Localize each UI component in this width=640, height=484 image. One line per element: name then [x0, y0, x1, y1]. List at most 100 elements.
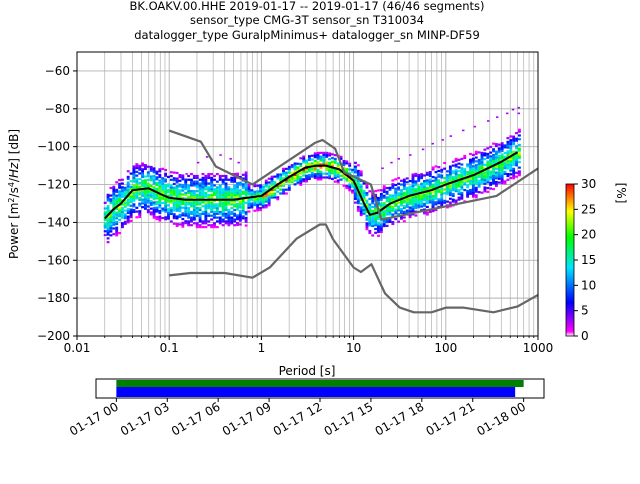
psd-cell: [310, 169, 314, 173]
psd-cell: [394, 208, 398, 211]
psd-cell: [354, 171, 357, 174]
psd-cell: [486, 160, 490, 163]
psd-cell: [135, 184, 139, 187]
psd-cell: [434, 197, 438, 200]
y-tick-label: −180: [37, 291, 70, 305]
psd-cell: [279, 175, 283, 178]
psd-cell: [402, 205, 406, 208]
psd-cell: [115, 188, 119, 192]
psd-cell: [394, 183, 398, 187]
psd-cell: [187, 216, 191, 219]
psd-cell: [192, 207, 196, 210]
psd-cell: [287, 171, 291, 174]
psd-cell: [259, 197, 262, 200]
psd-cell: [460, 167, 464, 170]
psd-cell: [146, 190, 150, 193]
psd-cell: [224, 197, 228, 200]
psd-cell: [397, 182, 401, 185]
psd-cell: [190, 218, 193, 221]
psd-cell: [213, 188, 216, 191]
psd-cell: [420, 190, 424, 193]
psd-cell: [233, 208, 237, 212]
psd-cell: [267, 177, 271, 180]
psd-cell: [118, 186, 122, 189]
psd-cell: [184, 205, 188, 208]
psd-cell: [451, 189, 455, 192]
psd-cell: [204, 176, 208, 179]
psd-cell: [330, 164, 334, 167]
psd-cell: [405, 203, 409, 207]
psd-cell: [483, 182, 487, 185]
psd-cell: [112, 210, 116, 213]
psd-cell: [480, 178, 484, 181]
psd-cell: [388, 207, 392, 210]
psd-cell: [480, 182, 484, 185]
psd-cell: [509, 165, 513, 168]
psd-cell: [405, 211, 409, 214]
psd-cell: [348, 187, 352, 190]
psd-cell: [144, 175, 147, 178]
psd-cell: [377, 204, 380, 207]
psd-cell: [112, 223, 116, 226]
psd-cell: [284, 181, 288, 184]
psd-cell: [192, 180, 196, 183]
psd-cell: [201, 210, 205, 214]
psd-cell: [437, 175, 441, 178]
psd-cell: [489, 160, 493, 164]
psd-cell: [233, 176, 237, 179]
psd-cell: [155, 200, 159, 204]
psd-cell: [175, 209, 179, 212]
psd-cell: [238, 189, 242, 192]
psd-cell: [408, 202, 412, 205]
psd-cell: [155, 197, 159, 200]
psd-cell: [241, 217, 245, 220]
psd-cell: [215, 191, 219, 195]
psd-cell: [425, 186, 429, 190]
psd-cell: [155, 182, 159, 185]
psd-cell: [377, 213, 380, 217]
psd-cell: [414, 199, 418, 202]
psd-cell: [506, 150, 510, 153]
psd-cell: [500, 144, 504, 147]
psd-cell: [167, 211, 170, 215]
psd-cell: [201, 186, 205, 189]
psd-cell: [175, 188, 179, 192]
psd-cell: [236, 195, 239, 198]
psd-cell: [417, 190, 421, 194]
psd-cell: [184, 178, 188, 181]
psd-cell: [121, 224, 124, 227]
psd-cell: [394, 193, 398, 196]
psd-cell: [434, 195, 438, 198]
psd-cell: [123, 209, 127, 212]
psd-cell: [471, 191, 475, 194]
psd-cell: [230, 222, 234, 225]
psd-cell: [118, 214, 122, 218]
psd-cell: [106, 216, 110, 219]
psd-cell: [466, 186, 470, 189]
psd-cell: [414, 184, 418, 187]
psd-cell: [244, 218, 248, 221]
psd-cell: [155, 208, 159, 211]
psd-cell: [417, 189, 421, 192]
psd-cell: [382, 188, 386, 192]
psd-cell: [123, 213, 127, 216]
psd-cell: [500, 157, 504, 160]
psd-cell: [224, 191, 228, 195]
psd-cell: [152, 174, 156, 178]
psd-cell: [103, 222, 107, 225]
psd-cell: [359, 202, 363, 205]
psd-cell: [307, 170, 311, 173]
psd-cell: [198, 218, 202, 221]
psd-cell: [221, 224, 225, 227]
psd-cell: [440, 176, 444, 179]
psd-cell: [494, 173, 498, 176]
psd-cell: [500, 166, 504, 170]
psd-cell: [457, 196, 461, 199]
x-tick-label: 10: [346, 341, 361, 355]
psd-cell: [244, 220, 248, 223]
psd-cell: [440, 168, 444, 171]
psd-cell: [287, 179, 291, 182]
psd-cell: [411, 179, 415, 182]
psd-cell: [400, 208, 403, 211]
